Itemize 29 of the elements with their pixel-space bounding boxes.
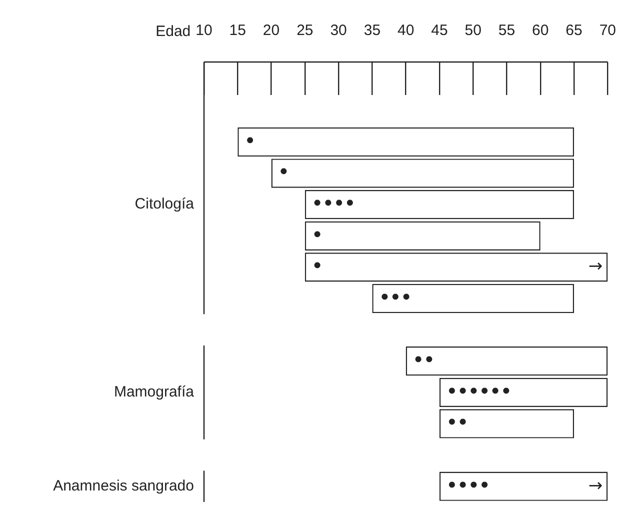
x-tick-label: 25 [296,22,314,40]
x-tick-label: 65 [566,22,582,40]
x-tick-label: 40 [397,22,414,40]
y-tick-label: Mamografía [114,384,195,401]
x-tick-label: 35 [364,22,381,40]
data-label: •• [446,413,468,434]
x-tick-label: 70 [599,22,616,40]
y-tick-label: Anamnesis sangrado [53,477,194,494]
x-tick-label: 15 [229,22,246,40]
data-label: ••• [379,288,412,308]
annotation: → [588,476,603,496]
data-label: • [312,225,323,246]
data-label: • [312,256,323,277]
x-tick-label: 50 [464,22,482,40]
data-label: • [278,162,290,183]
x-tick-label: 30 [330,22,347,40]
data-label: •• [412,350,435,371]
x-tick-label: 10 [196,22,212,40]
data-label: •••••• [446,382,512,402]
data-label: •••• [446,476,490,496]
data-label: •••• [312,194,356,214]
x-tick-label: 60 [532,22,549,40]
annotation: → [588,256,603,277]
x-axis-title: Edad [156,23,191,40]
x-tick-label: 45 [431,22,448,40]
y-tick-label: Citología [134,196,195,213]
x-tick-label: 20 [262,22,280,40]
data-label: • [244,131,256,152]
x-tick-label: 55 [498,22,516,40]
